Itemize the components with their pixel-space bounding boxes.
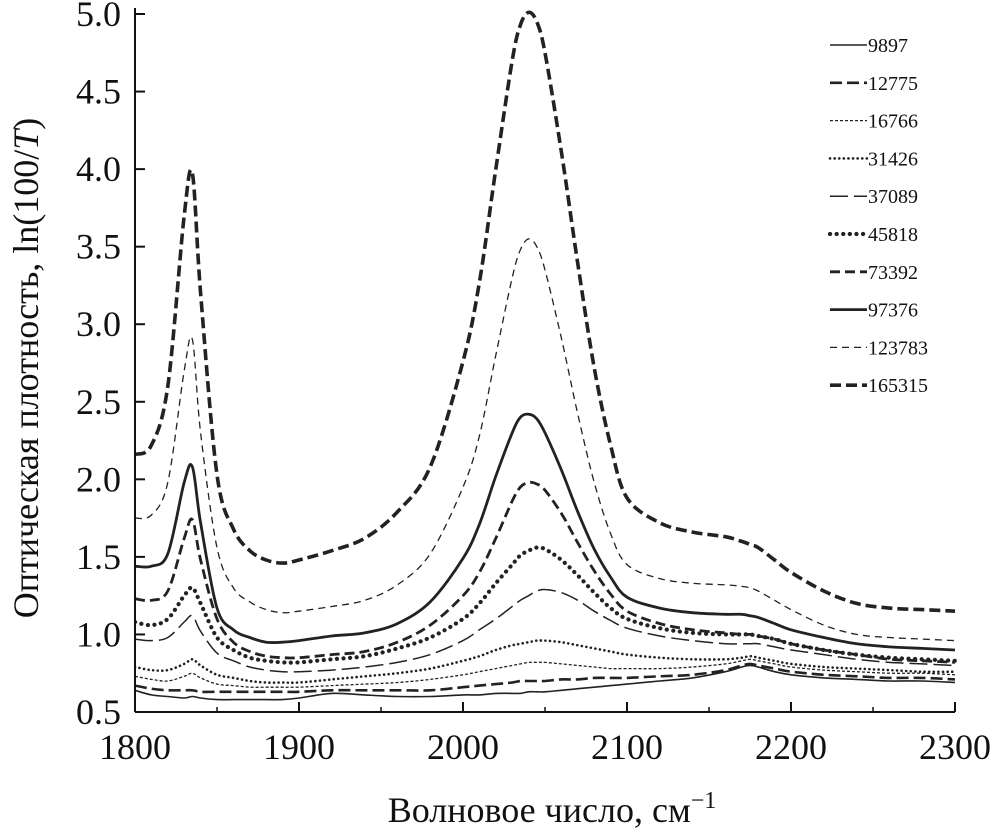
legend-label: 16766 [868, 111, 918, 133]
x-axis-title-superscript: −1 [691, 788, 717, 814]
x-tick-label: 2000 [427, 727, 499, 767]
series-line-73392 [135, 480, 956, 664]
legend-item: 73392 [830, 262, 918, 284]
legend-item: 165315 [830, 375, 928, 397]
series-line-31426 [135, 639, 957, 685]
y-axis-title-suffix: ) [6, 118, 46, 130]
y-tick-label: 5.0 [76, 0, 121, 34]
y-axis-title: Оптическая плотность, ln(100/T) [6, 118, 46, 619]
y-axis-title-variable: T [6, 127, 46, 150]
series-line-9897 [135, 664, 956, 701]
legend-label: 45818 [868, 224, 918, 246]
x-tick-label: 2100 [591, 727, 663, 767]
x-tick-label: 1900 [263, 727, 335, 767]
legend-label: 97376 [868, 300, 918, 322]
series-line-45818 [135, 545, 957, 665]
legend-label: 165315 [868, 375, 928, 397]
y-tick-label: 1.0 [76, 614, 121, 654]
legend-label: 12775 [868, 73, 918, 95]
legend-label: 37089 [868, 186, 918, 208]
legend: 9897 12775 16766 31426 37089 45818 73392 97376 1… [827, 35, 928, 397]
legend-item: 12775 [830, 73, 918, 95]
series-line-37089 [135, 588, 956, 673]
y-tick-label: 0.5 [76, 692, 121, 732]
x-axis-title-text: Волновое число, см [388, 790, 691, 830]
x-axis-title: Волновое число, см−1 [388, 788, 717, 830]
legend-label: 9897 [868, 35, 908, 57]
legend-item: 45818 [827, 224, 918, 246]
series-line-165315 [135, 10, 956, 613]
x-tick-label: 2200 [755, 727, 827, 767]
y-tick-label: 4.5 [76, 72, 121, 112]
series-line-16766 [135, 658, 956, 688]
legend-label: 73392 [868, 262, 918, 284]
y-tick-label: 2.5 [76, 382, 121, 422]
y-axis-title-prefix: Оптическая плотность, ln(100/ [6, 150, 46, 618]
x-tick-label: 1800 [99, 727, 171, 767]
legend-item: 123783 [830, 337, 928, 359]
legend-label: 123783 [868, 337, 928, 359]
y-tick-label: 4.0 [76, 149, 121, 189]
y-tick-label: 3.5 [76, 227, 121, 267]
y-tick-label: 2.0 [76, 459, 121, 499]
legend-item: 97376 [830, 300, 918, 322]
series-line-123783 [135, 238, 956, 642]
y-tick-label: 1.5 [76, 537, 121, 577]
axes: 1800 1900 2000 2100 2200 2300 0.5 1.0 1.5 2.0 2.5 3… [76, 0, 991, 767]
legend-item: 16766 [830, 111, 918, 133]
legend-item: 9897 [830, 35, 908, 57]
series-lines [135, 10, 957, 701]
y-tick-label: 3.0 [76, 304, 121, 344]
series-line-97376 [135, 412, 956, 652]
legend-label: 31426 [868, 148, 918, 170]
x-tick-label: 2300 [919, 727, 991, 767]
legend-item: 37089 [830, 186, 918, 208]
legend-item: 31426 [828, 148, 918, 170]
